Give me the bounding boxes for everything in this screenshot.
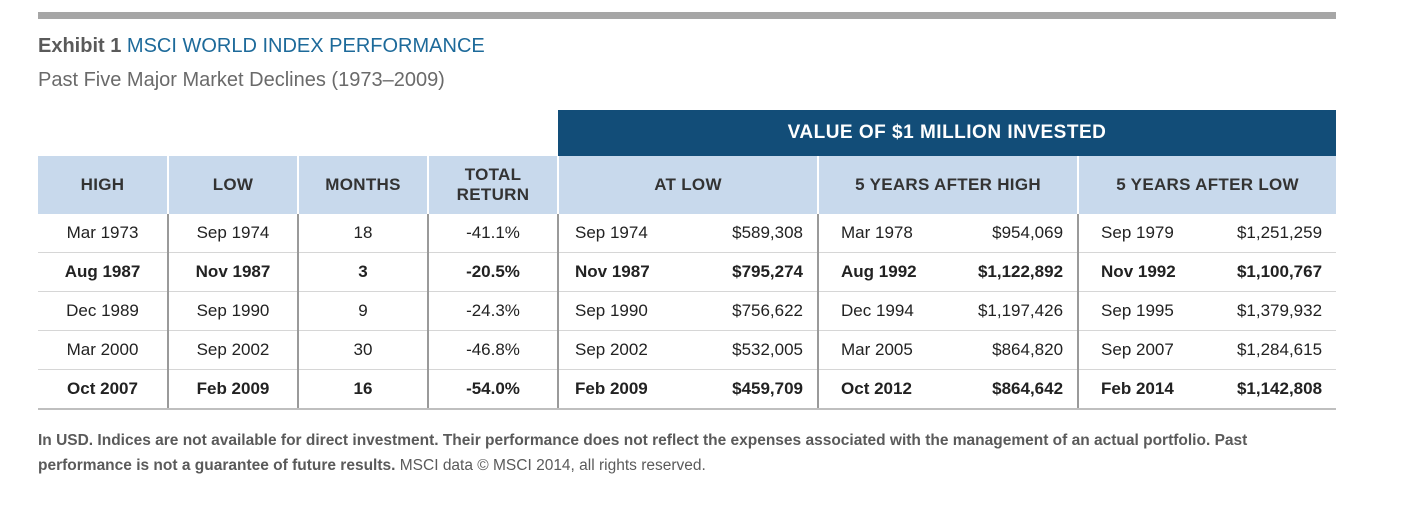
cell-at-low-value: $795,274 [688, 252, 819, 292]
cell-after-high-date: Aug 1992 [817, 252, 949, 292]
cell-total-return: -54.0% [427, 369, 558, 410]
cell-after-high-value: $1,197,426 [948, 291, 1079, 331]
cell-after-low-date: Feb 2014 [1077, 369, 1208, 410]
table-row: Oct 2007 Feb 2009 16 -54.0% Feb 2009 $45… [38, 369, 1337, 410]
footnote-copyright: MSCI data © MSCI 2014, all rights reserv… [395, 457, 706, 474]
cell-high: Mar 2000 [38, 330, 168, 370]
col-total-return: TOTAL RETURN [427, 156, 558, 214]
cell-after-low-date: Sep 1995 [1077, 291, 1208, 331]
cell-after-high-date: Oct 2012 [817, 369, 949, 410]
cell-after-high-value: $864,642 [948, 369, 1079, 410]
cell-high: Mar 1973 [38, 214, 168, 253]
table-row: Mar 2000 Sep 2002 30 -46.8% Sep 2002 $53… [38, 330, 1337, 370]
cell-total-return: -24.3% [427, 291, 558, 331]
cell-total-return: -41.1% [427, 214, 558, 253]
cell-after-high-date: Dec 1994 [817, 291, 949, 331]
cell-at-low-value: $756,622 [688, 291, 819, 331]
cell-after-low-date: Nov 1992 [1077, 252, 1208, 292]
cell-after-high-date: Mar 1978 [817, 214, 949, 253]
cell-total-return: -46.8% [427, 330, 558, 370]
table-row: Aug 1987 Nov 1987 3 -20.5% Nov 1987 $795… [38, 252, 1337, 292]
cell-after-low-value: $1,142,808 [1207, 369, 1337, 410]
exhibit-heading: MSCI WORLD INDEX PERFORMANCE [126, 35, 485, 57]
cell-after-high-value: $954,069 [948, 214, 1079, 253]
cell-after-low-date: Sep 1979 [1077, 214, 1208, 253]
cell-after-low-value: $1,379,932 [1207, 291, 1337, 331]
cell-at-low-value: $532,005 [688, 330, 819, 370]
cell-after-low-date: Sep 2007 [1077, 330, 1208, 370]
cell-months: 3 [297, 252, 428, 292]
cell-after-high-date: Mar 2005 [817, 330, 949, 370]
cell-months: 30 [297, 330, 428, 370]
value-group-header: VALUE OF $1 MILLION INVESTED [558, 110, 1336, 156]
cell-at-low-value: $589,308 [688, 214, 819, 253]
cell-at-low-date: Sep 1990 [557, 291, 688, 331]
cell-total-return: -20.5% [427, 252, 558, 292]
col-high: HIGH [38, 156, 168, 214]
footnote-disclaimer: In USD. Indices are not available for di… [38, 432, 1248, 474]
top-rule [38, 12, 1336, 19]
cell-after-high-value: $864,820 [948, 330, 1079, 370]
cell-after-low-value: $1,284,615 [1207, 330, 1337, 370]
col-five-after-low: 5 YEARS AFTER LOW [1077, 156, 1337, 214]
cell-at-low-date: Nov 1987 [557, 252, 688, 292]
cell-after-low-value: $1,100,767 [1207, 252, 1337, 292]
performance-table: HIGH LOW MONTHS TOTAL RETURN AT LOW 5 YE… [38, 156, 1337, 410]
cell-low: Sep 1990 [167, 291, 298, 331]
cell-low: Sep 2002 [167, 330, 298, 370]
cell-months: 9 [297, 291, 428, 331]
table-row: Dec 1989 Sep 1990 9 -24.3% Sep 1990 $756… [38, 291, 1337, 331]
cell-months: 18 [297, 214, 428, 253]
cell-low: Sep 1974 [167, 214, 298, 253]
cell-low: Nov 1987 [167, 252, 298, 292]
cell-after-low-value: $1,251,259 [1207, 214, 1337, 253]
cell-after-high-value: $1,122,892 [948, 252, 1079, 292]
col-months: MONTHS [297, 156, 428, 214]
exhibit-subtitle: Past Five Major Market Declines (1973–20… [38, 69, 445, 91]
exhibit-label: Exhibit 1 [38, 35, 122, 57]
col-low: LOW [167, 156, 298, 214]
cell-at-low-date: Sep 2002 [557, 330, 688, 370]
col-at-low: AT LOW [556, 156, 819, 214]
col-total-return-line2: RETURN [456, 185, 530, 204]
cell-high: Oct 2007 [38, 369, 168, 410]
col-five-after-high: 5 YEARS AFTER HIGH [817, 156, 1079, 214]
cell-low: Feb 2009 [167, 369, 298, 410]
cell-high: Dec 1989 [38, 291, 168, 331]
cell-high: Aug 1987 [38, 252, 168, 292]
cell-months: 16 [297, 369, 428, 410]
table-row: Mar 1973 Sep 1974 18 -41.1% Sep 1974 $58… [38, 214, 1337, 253]
col-total-return-line1: TOTAL [464, 165, 522, 184]
exhibit-title: Exhibit 1 MSCI WORLD INDEX PERFORMANCE [38, 35, 485, 58]
cell-at-low-value: $459,709 [688, 369, 819, 410]
cell-at-low-date: Feb 2009 [557, 369, 688, 410]
footnote: In USD. Indices are not available for di… [38, 428, 1336, 478]
header-row: HIGH LOW MONTHS TOTAL RETURN AT LOW 5 YE… [38, 156, 1337, 214]
cell-at-low-date: Sep 1974 [557, 214, 688, 253]
